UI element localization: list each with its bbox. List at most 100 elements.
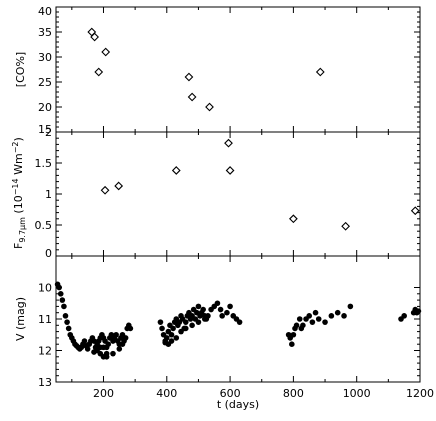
y-axis-label-part: (10 (12, 195, 25, 217)
y-tick-label: 11 (38, 313, 52, 326)
data-point (293, 322, 300, 329)
data-point (59, 297, 66, 303)
data-point (100, 344, 107, 351)
y-tick-label: 40 (38, 5, 52, 18)
y-tick-label: 15 (38, 123, 52, 136)
y-axis-label-part: F (12, 243, 25, 249)
panel-bottom: 10 11 12 13 V (mag) 200 400 600 800 1000 1200 t (da… (14, 255, 434, 411)
x-axis-label: t (days) (217, 398, 259, 411)
data-point (91, 349, 97, 355)
data-point (163, 335, 170, 341)
x-tick-label: 1200 (406, 387, 434, 400)
data-point (157, 319, 164, 325)
data-point (57, 291, 64, 297)
data-point (184, 72, 194, 82)
y-axis-label-part: 9.7μm (18, 217, 27, 243)
data-point (195, 303, 202, 310)
data-point (90, 32, 99, 42)
data-point (289, 341, 295, 348)
data-point (119, 341, 126, 348)
data-point (217, 306, 224, 313)
data-point (306, 313, 313, 319)
data-point (168, 338, 175, 344)
panel-frame (55, 6, 421, 133)
data-point (225, 166, 235, 175)
data-point (224, 309, 230, 316)
data-point (201, 316, 208, 322)
data-point (62, 313, 69, 319)
data-point (347, 303, 354, 310)
data-point (401, 313, 407, 319)
y-tick-label: 13 (38, 376, 52, 389)
data-point (341, 221, 350, 231)
y-axis-label: V (mag) (14, 297, 27, 341)
data-point (200, 306, 206, 313)
data-point (300, 322, 306, 329)
y-tick-label: 12 (38, 345, 52, 358)
panel-frame (55, 131, 421, 257)
y-axis-label-part: −14 (11, 178, 20, 195)
data-point (173, 335, 180, 341)
data-point (236, 319, 243, 325)
y-axis-label-part: ) (12, 137, 25, 141)
data-point (101, 47, 111, 57)
data-point (110, 350, 116, 357)
y-tick-label: 1 (45, 188, 52, 201)
x-tick-label: 400 (156, 387, 177, 400)
data-point (315, 67, 325, 77)
data-point (341, 313, 347, 319)
data-point (334, 309, 341, 316)
y-axis-label-part: −2 (11, 141, 20, 153)
data-point (219, 313, 225, 319)
data-point (94, 67, 104, 77)
data-point (65, 325, 72, 332)
y-axis-label: [CO%] (14, 52, 27, 87)
data-point (81, 338, 88, 344)
x-tick-label: 200 (93, 387, 114, 400)
data-point (61, 303, 67, 310)
data-point (171, 166, 181, 175)
data-point (328, 313, 335, 319)
x-tick-label: 600 (220, 387, 241, 400)
data-point (116, 346, 123, 352)
y-tick-label: 25 (38, 76, 52, 89)
y-tick-label: 30 (38, 51, 52, 64)
y-tick-label: 20 (38, 101, 52, 114)
y-tick-label: 1.5 (35, 157, 53, 170)
data-point (296, 316, 303, 322)
data-point (289, 214, 298, 224)
data-point (182, 319, 189, 325)
data-point (189, 322, 195, 329)
data-point (105, 341, 112, 348)
data-point (159, 325, 165, 332)
data-point (87, 27, 97, 37)
data-point (103, 350, 110, 357)
x-tick-label: 800 (283, 387, 304, 400)
y-tick-label: 2 (45, 126, 52, 139)
data-point (56, 284, 62, 291)
y-axis-label: F9.7μm (10−14 Wm−2) (11, 137, 27, 249)
data-point (410, 206, 420, 216)
data-point (100, 185, 110, 195)
data-point (309, 319, 316, 325)
data-point (290, 331, 297, 338)
panel-middle: 0 0.5 1 1.5 2 F9.7μm (10−14 Wm−2) (11, 126, 421, 260)
y-tick-label: 10 (38, 282, 52, 295)
data-point (227, 303, 233, 310)
y-tick-label: 0 (45, 247, 52, 260)
data-point (122, 335, 129, 341)
data-point (127, 325, 134, 332)
data-point (415, 308, 422, 314)
data-point (315, 316, 322, 322)
data-point (113, 331, 119, 338)
y-axis-label-part: Wm (12, 153, 25, 178)
data-point (64, 319, 70, 325)
data-point (168, 331, 175, 338)
data-point (187, 92, 197, 102)
data-point (214, 300, 221, 307)
data-point (322, 319, 328, 325)
data-point (178, 328, 184, 335)
data-point (114, 181, 124, 191)
